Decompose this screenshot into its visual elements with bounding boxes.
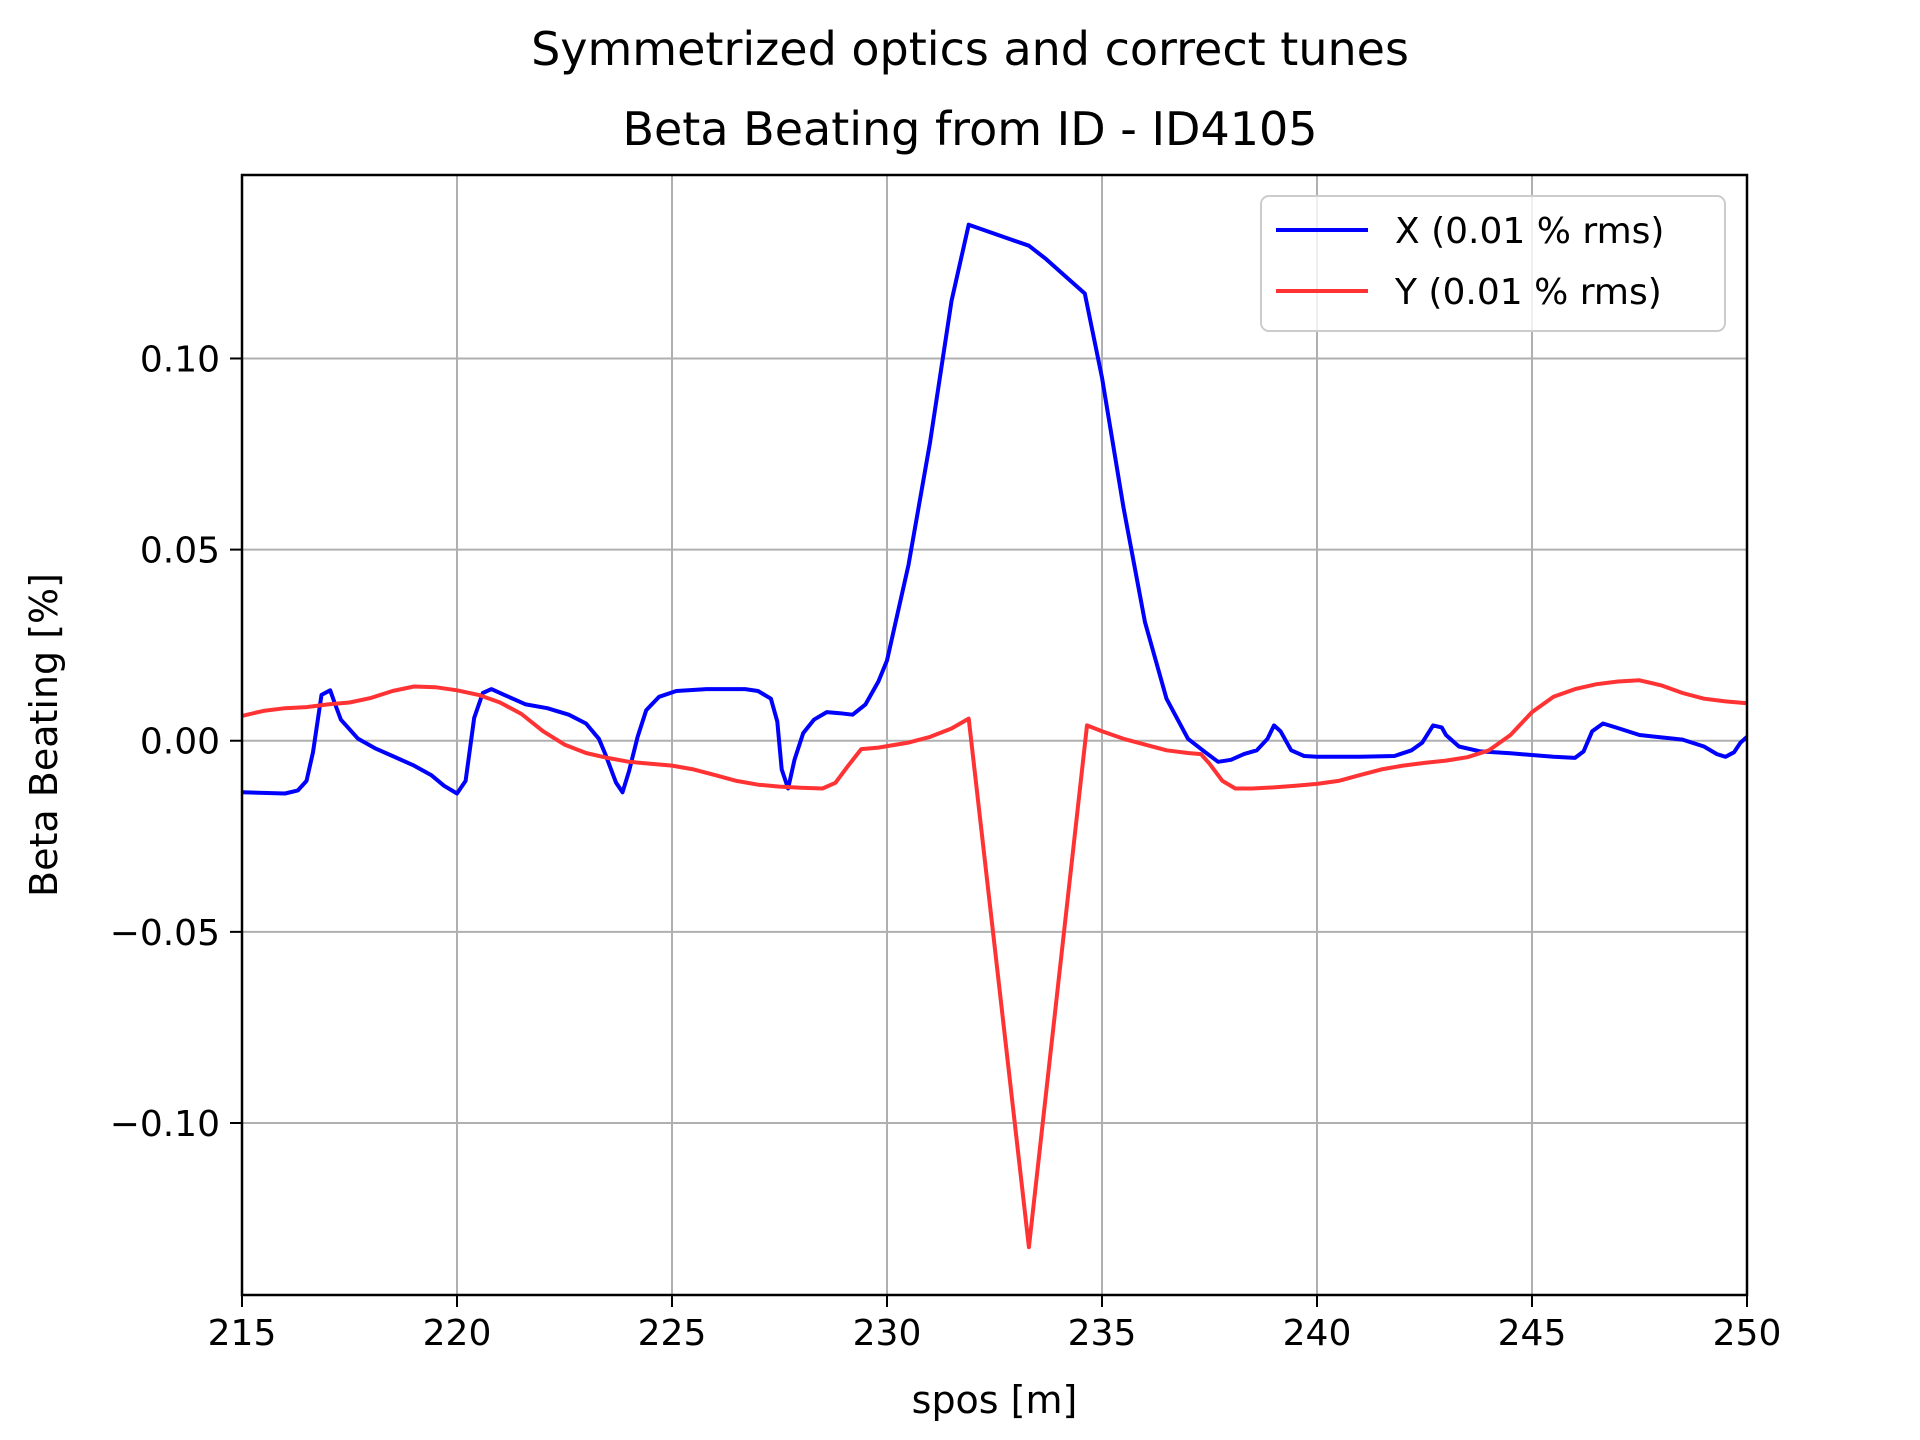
legend-box <box>1260 195 1726 332</box>
chart-title: Beta Beating from ID - ID4105 <box>622 102 1317 156</box>
series-x-line <box>242 222 1747 796</box>
chart-suptitle: Symmetrized optics and correct tunes <box>531 22 1409 76</box>
y-tick-label: −0.10 <box>110 1104 220 1145</box>
plot-frame <box>240 173 1749 1297</box>
x-tick-label: 230 <box>853 1313 922 1354</box>
x-tick-label: 220 <box>423 1313 492 1354</box>
y-tick-label: 0.05 <box>140 531 220 572</box>
series-y-line <box>242 678 1747 1250</box>
y-tick-label: −0.05 <box>110 913 220 954</box>
x-tick-label: 250 <box>1713 1313 1782 1354</box>
legend-label-x: X (0.01 % rms) <box>1395 211 1664 252</box>
x-axis-label: spos [m] <box>912 1378 1078 1422</box>
y-tick-label: 0.00 <box>140 722 220 763</box>
legend-label-y: Y (0.01 % rms) <box>1394 272 1662 313</box>
series-layer <box>242 222 1747 1250</box>
x-tick-label: 235 <box>1068 1313 1137 1354</box>
x-tick-label: 215 <box>208 1313 277 1354</box>
x-tick-label: 240 <box>1283 1313 1352 1354</box>
y-tick-label: 0.10 <box>140 339 220 380</box>
x-axis-ticks: 215 220 225 230 235 240 245 250 <box>208 1295 1782 1354</box>
legend: X (0.01 % rms) Y (0.01 % rms) <box>1260 195 1726 332</box>
y-axis-ticks: −0.10 −0.05 0.00 0.05 0.10 <box>110 339 242 1145</box>
x-tick-label: 225 <box>638 1313 707 1354</box>
x-tick-label: 245 <box>1498 1313 1567 1354</box>
y-axis-label: Beta Beating [%] <box>22 573 66 897</box>
